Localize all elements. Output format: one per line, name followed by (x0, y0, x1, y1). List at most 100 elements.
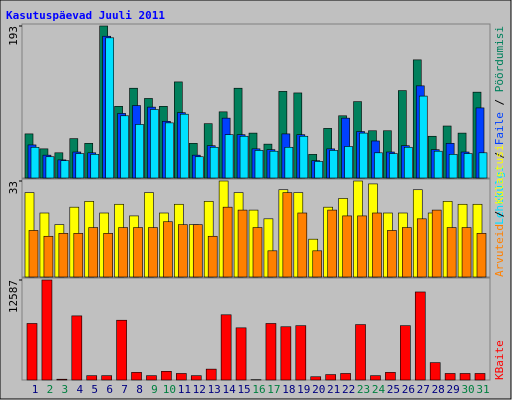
bar (60, 160, 70, 179)
legend-entry: Arvuteid (493, 224, 506, 277)
bar (448, 154, 458, 179)
bar (90, 154, 100, 179)
legend: Arvuteid / Külastusi (493, 145, 506, 277)
bar (402, 227, 412, 278)
legend-separator: / (493, 204, 506, 224)
bar (414, 291, 426, 381)
bar (135, 124, 144, 179)
bar (265, 323, 277, 381)
bar (207, 235, 218, 278)
legend-entry: KBaite (493, 340, 506, 380)
bar (461, 227, 472, 278)
bar (444, 373, 456, 381)
bar (370, 375, 381, 381)
bar (235, 327, 247, 381)
bar (431, 209, 442, 278)
y-tick-label: 12587 (7, 280, 20, 313)
bar (329, 150, 338, 179)
bar (312, 250, 323, 278)
bar (344, 146, 353, 179)
bar (478, 152, 488, 179)
bar (254, 150, 264, 179)
x-tick-label: 5 (91, 383, 98, 396)
bar (416, 218, 427, 278)
bar (474, 373, 486, 381)
bar (30, 146, 40, 179)
bar (101, 375, 112, 381)
bar (310, 376, 322, 381)
x-tick-label: 2 (47, 383, 54, 396)
bar (295, 325, 307, 381)
bar (327, 209, 337, 278)
bar (176, 373, 187, 381)
bar (239, 135, 249, 179)
x-tick-label: 21 (327, 383, 340, 396)
bar (340, 373, 351, 381)
x-tick-label: 4 (76, 383, 83, 396)
x-tick-label: 20 (312, 383, 325, 396)
bar (463, 153, 473, 179)
bar (355, 324, 366, 381)
bar (209, 146, 219, 179)
bar (433, 150, 443, 179)
legend-entry: Külastusi (493, 145, 506, 205)
bar (222, 206, 233, 278)
legend: KBaite (493, 340, 506, 380)
bar (41, 279, 53, 381)
bar (342, 215, 352, 278)
bar (120, 115, 129, 179)
bar (359, 132, 368, 179)
bar (58, 233, 69, 278)
bar (446, 227, 457, 278)
x-tick-label: 8 (136, 383, 143, 396)
x-tick-label: 6 (106, 383, 113, 396)
bar (105, 37, 114, 179)
legend: Lehekülgi / Faile / Pöördumisi (493, 26, 506, 225)
bar (280, 326, 292, 381)
bar (237, 209, 248, 278)
bar (220, 314, 232, 381)
bar (314, 161, 324, 179)
bar (26, 323, 38, 381)
bar (389, 153, 398, 179)
bar (131, 372, 142, 381)
bar (73, 233, 84, 278)
x-tick-label: 14 (223, 383, 237, 396)
bar (71, 315, 83, 381)
x-tick-label: 22 (342, 383, 355, 396)
legend-entry: Lehekülgi (493, 165, 506, 225)
x-tick-label: 7 (121, 383, 128, 396)
x-tick-label: 30 (461, 383, 474, 396)
bar (43, 235, 54, 278)
x-tick-label: 16 (252, 383, 265, 396)
bar (418, 95, 428, 179)
bar (459, 373, 471, 381)
bar (180, 113, 189, 179)
bar (133, 227, 143, 278)
bar (190, 375, 202, 381)
bar (282, 192, 293, 278)
bar (165, 122, 174, 179)
bar (163, 221, 173, 278)
x-tick-label: 11 (178, 383, 191, 396)
bar (429, 362, 441, 381)
legend-separator: / (493, 145, 506, 165)
legend-entry: Faile (493, 112, 506, 145)
bar (476, 233, 487, 278)
bar (284, 146, 294, 179)
bar (146, 375, 157, 381)
bar (387, 230, 397, 278)
x-tick-label: 26 (402, 383, 415, 396)
bar (118, 227, 128, 278)
x-tick-label: 17 (267, 383, 280, 396)
bar (357, 215, 367, 278)
x-tick-label: 23 (357, 383, 370, 396)
x-tick-label: 13 (208, 383, 221, 396)
bar (267, 250, 278, 278)
x-tick-label: 28 (432, 383, 445, 396)
x-tick-label: 29 (447, 383, 460, 396)
x-tick-label: 25 (387, 383, 400, 396)
bar (252, 227, 263, 278)
bar (299, 135, 309, 179)
panel (21, 277, 491, 381)
